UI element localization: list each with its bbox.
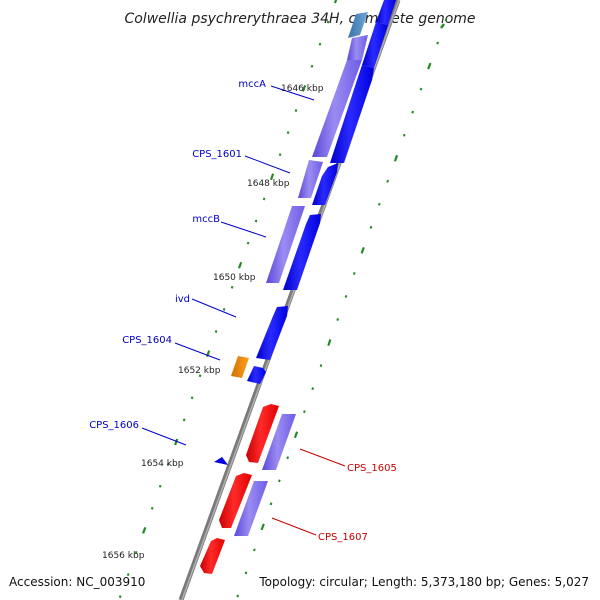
tick-dot (318, 42, 322, 46)
tick-label-1652: 1652 kbp (178, 366, 221, 376)
tick-dot (150, 506, 154, 510)
teal-feature (348, 12, 368, 38)
tick-dot (360, 247, 365, 254)
gene-mccA-outer (312, 60, 362, 157)
gene-label-ivd[interactable]: ivd (175, 294, 190, 305)
tick-dot (278, 153, 282, 157)
tick-dot (293, 431, 299, 439)
gene-small-blue (247, 366, 266, 384)
tick-dot (419, 87, 423, 91)
tick-dot (326, 20, 330, 24)
tick-dot (386, 179, 390, 183)
tick-dot (246, 241, 250, 245)
gene-label-CPS_1606[interactable]: CPS_1606 (89, 420, 139, 431)
gene-label-CPS_1607[interactable]: CPS_1607 (318, 532, 368, 543)
tick-dot (336, 318, 340, 321)
tick-dot (286, 456, 290, 460)
tick-dot (286, 131, 290, 135)
tick-dot (254, 219, 258, 223)
outer-tick-track (440, 23, 445, 29)
tick-dot (377, 202, 381, 206)
tick-dot (244, 571, 248, 575)
gene-label-mccB[interactable]: mccB (192, 214, 220, 225)
tick-dot (134, 550, 138, 554)
tick-dot (182, 418, 186, 422)
tick-dot (158, 484, 162, 488)
tick-dot (118, 595, 122, 599)
kbp-labels: 1646 kbp 1648 kbp 1650 kbp 1652 kbp 1654… (102, 84, 324, 561)
tick-dot (190, 396, 194, 400)
gene-CPS_1604-feature (231, 356, 249, 378)
gene-CPS_1607-outer (234, 481, 268, 536)
tick-dot (277, 479, 281, 483)
tick-dot (301, 85, 307, 92)
tick-dot (352, 271, 356, 275)
gene-ivd-feature (256, 306, 288, 360)
tick-dot (126, 573, 130, 577)
tick-dot (230, 285, 234, 289)
tick-dot (252, 548, 256, 552)
topology-text: Topology: circular; Length: 5,373,180 bp… (258, 575, 589, 589)
tick-dot (444, 18, 448, 22)
gene-mccB-feature (283, 214, 321, 290)
tick-dot (262, 197, 266, 201)
tick-dot (393, 154, 399, 162)
tick-dot (269, 173, 275, 181)
gene-mccA-feature (330, 65, 374, 163)
gene-features (200, 0, 396, 574)
gene-CPS_1606-feature (214, 457, 228, 465)
tick-dot (369, 225, 373, 229)
tick-dot (302, 410, 306, 414)
tick-dot (237, 261, 243, 269)
gene-label-CPS_1605[interactable]: CPS_1605 (347, 463, 397, 474)
gene-bottom-red (200, 538, 225, 574)
gene-labels: mccA CPS_1601 mccB ivd CPS_1604 CPS_1606… (89, 79, 397, 543)
tick-dot (436, 41, 440, 45)
gene-mccB-outer (266, 206, 305, 283)
gene-CPS_1601-feature (312, 163, 338, 205)
tick-dot (260, 523, 265, 531)
tick-dot (333, 0, 338, 4)
gene-label-mccA[interactable]: mccA (238, 79, 266, 90)
tick-dot (294, 109, 298, 112)
tick-dot (269, 502, 273, 506)
tick-dot (198, 374, 202, 378)
tick-dot (142, 527, 147, 534)
dotted-grid (118, 0, 448, 599)
gene-CPS_1605-outer (262, 414, 296, 470)
tick-dot (402, 133, 406, 137)
tick-dot (310, 64, 314, 68)
tick-dot (311, 387, 315, 391)
gene-CPS_1607-feature (219, 473, 252, 528)
tick-dot (236, 594, 240, 598)
tick-dot (344, 294, 348, 298)
tick-dot (327, 339, 332, 346)
gene-label-CPS_1601[interactable]: CPS_1601 (192, 149, 242, 160)
gene-label-CPS_1604[interactable]: CPS_1604 (122, 335, 172, 346)
tick-dot (214, 330, 218, 333)
tick-label-1648: 1648 kbp (247, 179, 290, 189)
tick-label-1654: 1654 kbp (141, 459, 184, 469)
tick-dot (319, 364, 323, 368)
gene-CPS_1605-feature (246, 404, 279, 463)
leader-lines (141, 85, 346, 536)
tick-dot (411, 110, 415, 114)
tick-label-1656: 1656 kbp (102, 551, 145, 561)
tick-dot (174, 438, 179, 446)
tick-label-1646: 1646 kbp (281, 84, 324, 94)
tick-dot (222, 307, 226, 311)
gene-CPS_1601-outer (298, 160, 323, 198)
tick-dot (166, 462, 170, 466)
tick-dot (427, 62, 432, 70)
tick-label-1650: 1650 kbp (213, 273, 256, 283)
accession-text: Accession: NC_003910 (9, 575, 145, 589)
map-title: Colwellia psychrerythraea 34H, complete … (124, 11, 475, 27)
